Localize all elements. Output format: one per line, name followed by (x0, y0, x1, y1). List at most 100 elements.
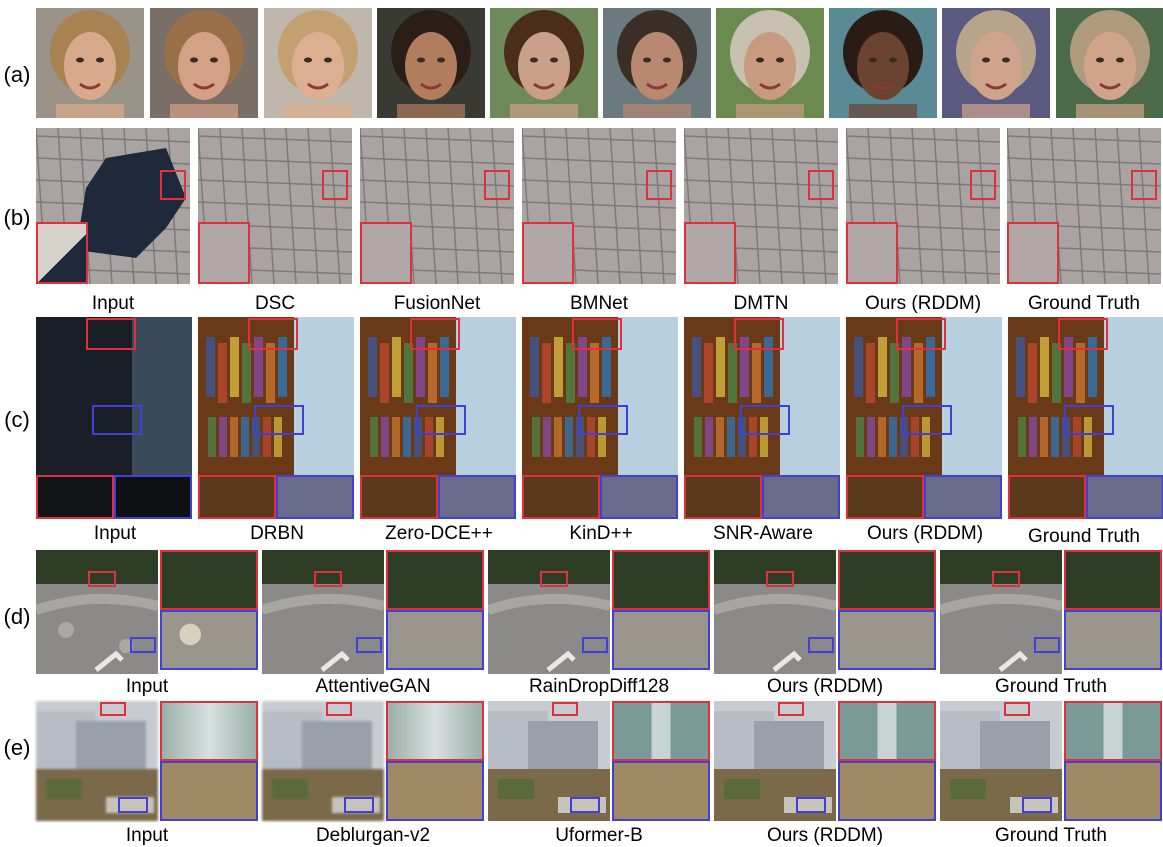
zoom-inset (838, 701, 936, 761)
face-photo (36, 8, 144, 118)
scene-photo (488, 701, 610, 821)
caption-c-snr: SNR-Aware (713, 523, 813, 544)
row-label-b: (b) (3, 205, 31, 230)
zoom-inset (360, 475, 438, 519)
scene-photo (262, 550, 384, 674)
zoom-inset (522, 222, 574, 284)
zoom-inset (838, 610, 936, 670)
zoom-inset (386, 761, 484, 821)
zoom-inset (612, 550, 710, 610)
zoom-region-box (160, 170, 186, 200)
face-photo (377, 8, 485, 118)
zoom-region-box (314, 571, 342, 587)
caption-d-ground-truth: Ground Truth (995, 676, 1107, 697)
caption-c-kind: KinD++ (569, 523, 633, 544)
zoom-inset (276, 475, 354, 519)
zoom-inset (684, 222, 736, 284)
caption-c-ours: Ours (RDDM) (866, 523, 984, 544)
zoom-region-box (130, 637, 156, 653)
caption-b-fusionnet: FusionNet (393, 293, 481, 314)
zoom-inset (612, 701, 710, 761)
zoom-region-box (582, 637, 608, 653)
zoom-region-box (118, 797, 148, 813)
zoom-inset (386, 610, 484, 670)
face-photo (1056, 8, 1163, 118)
scene-photo (714, 550, 836, 674)
zoom-region-box (578, 405, 628, 435)
zoom-region-box (992, 571, 1020, 587)
row-label-d: (d) (3, 604, 31, 629)
zoom-region-box (86, 318, 136, 350)
zoom-inset (1008, 475, 1086, 519)
face-photo (264, 8, 372, 118)
zoom-region-box (322, 170, 348, 200)
row-label-e: (e) (3, 735, 31, 760)
zoom-inset (438, 475, 516, 519)
caption-b-input: Input (91, 293, 135, 314)
zoom-region-box (552, 702, 578, 716)
zoom-inset (838, 761, 936, 821)
zoom-inset (36, 475, 114, 519)
scene-photo (488, 550, 610, 674)
zoom-region-box (1058, 318, 1108, 350)
row-label-a: (a) (3, 62, 31, 87)
caption-e-ours: Ours (RDDM) (766, 825, 884, 846)
caption-e-ground-truth: Ground Truth (995, 825, 1107, 846)
face-photo (716, 8, 824, 118)
zoom-inset (684, 475, 762, 519)
zoom-inset (612, 610, 710, 670)
zoom-region-box (100, 702, 126, 716)
zoom-inset (198, 475, 276, 519)
zoom-region-box (254, 405, 304, 435)
zoom-inset (160, 701, 258, 761)
zoom-inset (160, 761, 258, 821)
caption-e-deblurgan: Deblurgan-v2 (315, 825, 431, 846)
caption-b-dmtn: DMTN (733, 293, 789, 314)
caption-c-ground-truth: Ground Truth (1028, 526, 1140, 547)
caption-b-dsc: DSC (254, 293, 296, 314)
scene-photo (522, 128, 676, 284)
zoom-inset (846, 475, 924, 519)
zoom-inset (838, 550, 936, 610)
caption-d-raindropdiff: RainDropDiff128 (528, 676, 670, 697)
zoom-region-box (1034, 637, 1060, 653)
zoom-inset (1007, 222, 1059, 284)
zoom-region-box (356, 637, 382, 653)
scene-photo (940, 550, 1062, 674)
zoom-region-box (572, 318, 622, 350)
caption-d-input: Input (125, 676, 169, 697)
zoom-region-box (326, 702, 352, 716)
caption-c-zerodce: Zero-DCE++ (385, 523, 493, 544)
face-photo (150, 8, 258, 118)
scene-photo (846, 317, 1002, 475)
zoom-region-box (808, 170, 834, 200)
zoom-inset (360, 222, 412, 284)
zoom-region-box (970, 170, 996, 200)
zoom-region-box (570, 797, 600, 813)
caption-c-input: Input (93, 523, 137, 544)
zoom-region-box (740, 405, 790, 435)
face-photo (829, 8, 937, 118)
zoom-region-box (92, 405, 142, 435)
caption-c-drbn: DRBN (250, 523, 304, 544)
zoom-inset (846, 222, 898, 284)
zoom-inset (1086, 475, 1163, 519)
zoom-inset (600, 475, 678, 519)
scene-photo (522, 317, 678, 475)
scene-photo (1008, 317, 1163, 475)
scene-photo (198, 317, 354, 475)
zoom-inset (198, 222, 250, 284)
zoom-region-box (1131, 170, 1157, 200)
scene-photo (714, 701, 836, 821)
zoom-region-box (344, 797, 374, 813)
caption-b-bmnet: BMNet (569, 293, 629, 314)
zoom-region-box (902, 405, 952, 435)
scene-photo (36, 701, 158, 821)
zoom-region-box (410, 318, 460, 350)
zoom-region-box (1022, 797, 1052, 813)
caption-d-attentivegan: AttentiveGAN (315, 676, 431, 697)
zoom-inset (160, 610, 258, 670)
scene-photo (684, 317, 840, 475)
zoom-inset (612, 761, 710, 821)
row-label-c: (c) (4, 407, 30, 432)
